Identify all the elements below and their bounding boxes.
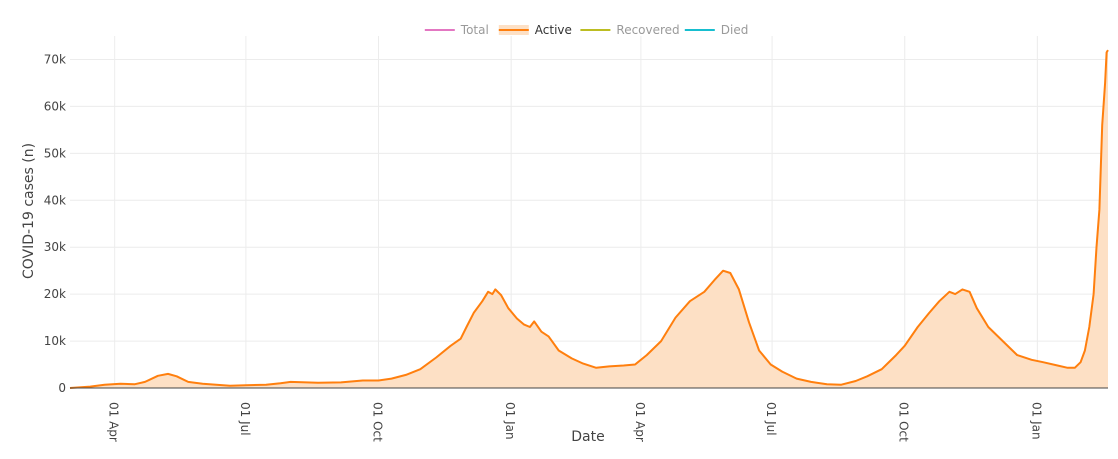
legend[interactable]: Total Active Recovered Died <box>424 23 749 37</box>
legend-item-total[interactable]: Total <box>424 23 489 37</box>
series-area <box>69 49 1109 389</box>
x-tick-label: 01 Jul <box>764 402 778 436</box>
legend-item-recovered[interactable]: Recovered <box>580 23 680 37</box>
legend-label: Died <box>721 23 749 37</box>
legend-item-died[interactable]: Died <box>684 23 749 37</box>
legend-label: Recovered <box>616 23 679 37</box>
x-tick-label: 01 Jul <box>238 402 252 436</box>
x-tick-label: 01 Apr <box>633 402 647 442</box>
axes: 0 10k 20k 30k 40k 50k 60k 70k 01 Apr 01 Jul 01 Oct… <box>44 52 1108 442</box>
y-tick-label: 40k <box>44 193 66 207</box>
x-tick-label: 01 Jan <box>1029 402 1043 440</box>
series-area-fill <box>70 50 1108 388</box>
legend-item-active[interactable]: Active <box>498 23 572 37</box>
legend-label: Active <box>535 23 572 37</box>
x-tick-label: 01 Oct <box>897 402 911 442</box>
y-tick-label: 70k <box>44 52 66 66</box>
x-tick-label: 01 Oct <box>371 402 385 442</box>
y-tick-label: 50k <box>44 146 66 160</box>
x-tick-label: 01 Jan <box>503 402 517 440</box>
x-tick-label: 01 Apr <box>107 402 121 442</box>
y-tick-label: 10k <box>44 334 66 348</box>
y-tick-label: 60k <box>44 99 66 113</box>
series-line-active <box>69 49 1109 389</box>
y-tick-label: 0 <box>58 381 66 395</box>
y-tick-label: 20k <box>44 287 66 301</box>
gridlines <box>70 36 1108 389</box>
y-tick-label: 30k <box>44 240 66 254</box>
x-axis-title: Date <box>571 429 604 445</box>
y-axis-title: COVID-19 cases (n) <box>21 143 37 279</box>
legend-label: Total <box>460 23 489 37</box>
